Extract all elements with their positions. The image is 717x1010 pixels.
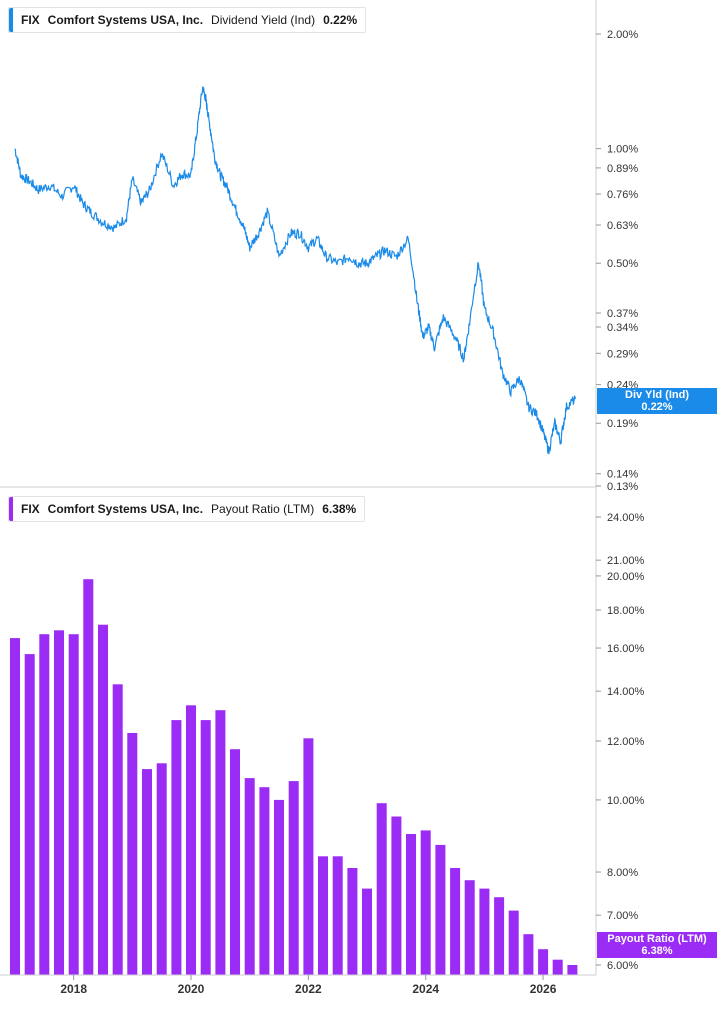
y-tick-label: 2.00% (607, 29, 638, 41)
legend-company: Comfort Systems USA, Inc. (47, 13, 204, 27)
payout-ratio-bar (376, 803, 387, 975)
payout-ratio-bar (112, 684, 123, 975)
y-tick-label: 10.00% (607, 795, 645, 807)
payout-ratio-bar (420, 830, 431, 975)
payout-ratio-bar (406, 834, 416, 975)
payout-ratio-bar (171, 720, 182, 975)
legend-swatch (9, 497, 13, 521)
payout-ratio-bar (479, 888, 490, 975)
payout-ratio-bar (68, 634, 79, 975)
y-tick-label: 0.19% (607, 418, 638, 430)
y-tick-label: 24.00% (607, 512, 645, 524)
payout-ratio-bar (10, 638, 20, 975)
payout-ratio-bar (39, 634, 50, 975)
dividend-yield-line (14, 86, 576, 455)
y-tick-label: 0.29% (607, 348, 638, 360)
payout-ratio-bar (200, 720, 211, 975)
payout-ratio-bar (259, 787, 270, 975)
payout-ratio-bar (274, 799, 284, 975)
payout-ratio-bar (303, 738, 314, 975)
payout-ratio-bar (318, 856, 328, 975)
y-tick-label: 0.76% (607, 189, 638, 201)
y-tick-label: 0.50% (607, 258, 638, 270)
legend-ticker: FIX (21, 502, 40, 516)
y-tick-label: 0.14% (607, 469, 638, 481)
payout-ratio-bar (347, 868, 358, 975)
y-tick-label: 21.00% (607, 555, 645, 567)
payout-ratio-bar (24, 654, 35, 975)
payout-ratio-bar (508, 910, 519, 975)
payout-ratio-bar (391, 816, 402, 975)
y-tick-label: 0.63% (607, 220, 638, 232)
y-tick-label: 18.00% (607, 605, 645, 617)
legend-value: 6.38% (322, 502, 357, 516)
payout-ratio-bar (215, 710, 226, 975)
y-tick-label: 6.00% (607, 960, 638, 972)
payout-ratio-bar (83, 579, 94, 975)
y-tick-label: 16.00% (607, 643, 645, 655)
y-tick-label: 8.00% (607, 867, 638, 879)
legend-swatch (9, 8, 13, 32)
tag-title: Div Yld (Ind) (625, 389, 689, 401)
payout-ratio-bar (98, 624, 108, 975)
y-tick-label: 1.00% (607, 144, 638, 156)
legend-ticker: FIX (21, 13, 40, 27)
payout-ratio-bar (552, 959, 563, 975)
payout-ratio-bar (127, 733, 138, 975)
payout-ratio-bar (435, 844, 446, 975)
payout-ratio-bar (494, 897, 505, 975)
tag-value: 0.22% (641, 401, 673, 413)
tag-value: 6.38% (641, 945, 673, 957)
legend-metric: Dividend Yield (Ind) (211, 13, 316, 27)
x-tick-label: 2018 (60, 982, 87, 996)
y-tick-label: 7.00% (607, 910, 638, 922)
y-tick-label: 14.00% (607, 686, 645, 698)
payout-ratio-bar (156, 763, 167, 975)
payout-ratio-bar (186, 705, 196, 975)
legend-metric: Payout Ratio (LTM) (211, 502, 315, 516)
payout-ratio-bar (362, 888, 372, 975)
legend-value: 0.22% (323, 13, 358, 27)
x-tick-label: 2024 (412, 982, 439, 996)
payout-ratio-bar (538, 949, 549, 975)
y-tick-label: 12.00% (607, 736, 645, 748)
y-tick-label: 0.89% (607, 163, 638, 175)
y-tick-label: 20.00% (607, 571, 645, 583)
legend-payout-ratio[interactable]: FIX Comfort Systems USA, Inc. Payout Rat… (8, 496, 366, 522)
last-value-tag-payout-ratio: Payout Ratio (LTM) 6.38% (597, 932, 717, 958)
payout-ratio-bar (523, 934, 534, 975)
legend-company: Comfort Systems USA, Inc. (47, 502, 204, 516)
y-tick-label: 0.37% (607, 308, 638, 320)
payout-ratio-bar (54, 630, 64, 975)
payout-ratio-bar (332, 856, 343, 975)
payout-ratio-bar (567, 965, 578, 975)
last-value-tag-dividend-yield: Div Yld (Ind) 0.22% (597, 388, 717, 414)
y-tick-label: 0.13% (607, 481, 638, 493)
payout-ratio-bar (142, 769, 152, 975)
y-tick-label: 0.34% (607, 322, 638, 334)
x-tick-label: 2026 (530, 982, 557, 996)
legend-dividend-yield[interactable]: FIX Comfort Systems USA, Inc. Dividend Y… (8, 7, 367, 33)
payout-ratio-bar (288, 781, 299, 975)
x-tick-label: 2020 (178, 982, 205, 996)
payout-ratio-bar (230, 749, 240, 975)
x-tick-label: 2022 (295, 982, 322, 996)
payout-ratio-bar (244, 778, 255, 975)
payout-ratio-bar (464, 880, 475, 975)
tag-title: Payout Ratio (LTM) (607, 933, 707, 945)
payout-ratio-bar (450, 868, 461, 975)
